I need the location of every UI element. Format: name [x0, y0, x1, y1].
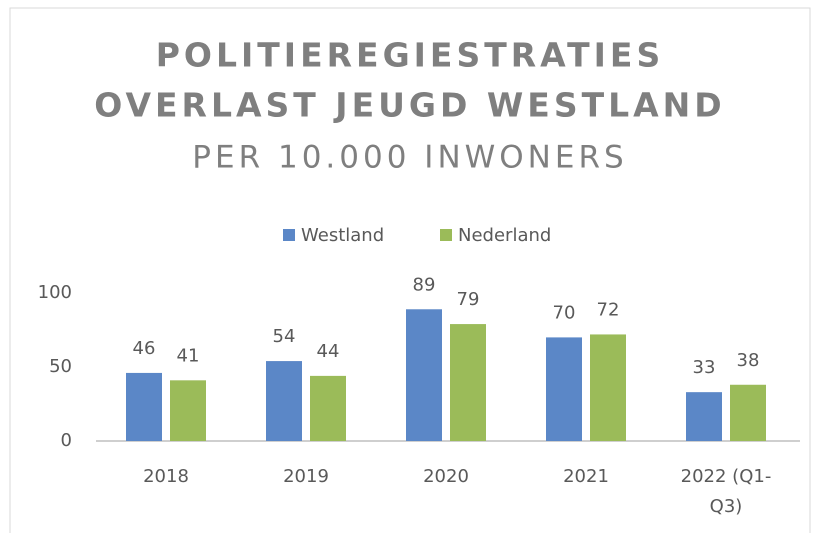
bar [730, 384, 766, 441]
bar [406, 309, 442, 441]
chart-border [9, 7, 811, 533]
bar [546, 337, 582, 441]
legend-swatch [440, 229, 452, 241]
y-tick-label: 0 [61, 430, 72, 451]
value-label: 79 [457, 289, 480, 310]
legend-label: Westland [301, 225, 384, 246]
value-label: 38 [737, 350, 760, 371]
bar [126, 372, 162, 441]
legend-swatch [283, 229, 295, 241]
value-label: 54 [273, 326, 296, 347]
bar [686, 392, 722, 441]
bar [590, 334, 626, 441]
bar [450, 324, 486, 441]
value-label: 70 [553, 302, 576, 323]
value-label: 44 [317, 341, 340, 362]
chart-title: POLITIEREGIESTRATIES [156, 36, 665, 75]
chart-title: OVERLAST JEUGD WESTLAND [94, 86, 725, 125]
bar [266, 361, 302, 441]
y-tick-label: 50 [49, 356, 72, 377]
x-tick-label: 2019 [283, 466, 329, 487]
chart-subtitle: PER 10.000 INWONERS [192, 140, 627, 176]
x-tick-label: 2018 [143, 466, 189, 487]
bar [170, 380, 206, 441]
value-label: 72 [597, 299, 620, 320]
value-label: 46 [133, 338, 156, 359]
value-label: 89 [413, 274, 436, 295]
legend-label: Nederland [458, 225, 551, 246]
y-tick-label: 100 [38, 282, 72, 303]
value-label: 33 [693, 357, 716, 378]
x-tick-label: 2021 [563, 466, 609, 487]
x-tick-label: 2020 [423, 466, 469, 487]
value-label: 41 [177, 345, 200, 366]
bar [310, 375, 346, 441]
x-tick-label: 2022 (Q1-Q3) [681, 466, 772, 517]
